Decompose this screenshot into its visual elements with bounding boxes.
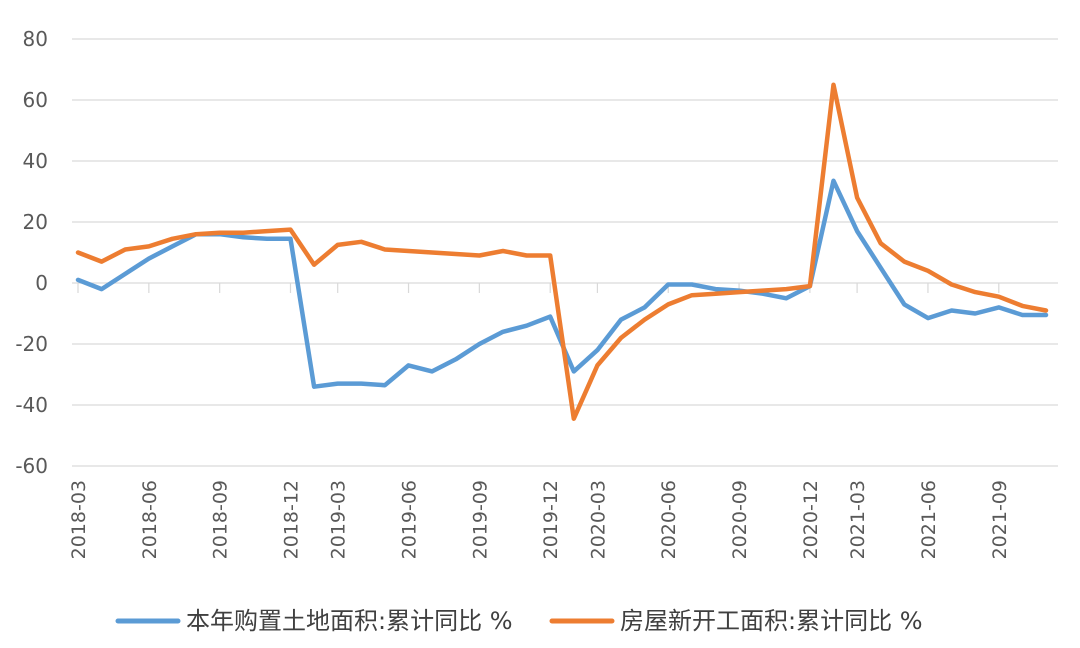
y-axis-ticks: 80 60 40 20 0 -20 -40 -60 <box>15 27 48 478</box>
y-tick-label: 60 <box>23 88 48 112</box>
x-tick-label: 2019-03 <box>328 480 350 559</box>
y-tick-label: 80 <box>23 27 48 51</box>
series-line-1 <box>75 82 1049 421</box>
series-line-0 <box>75 178 1049 389</box>
x-tick-label: 2021-06 <box>918 480 940 559</box>
legend-label-housing-starts: 房屋新开工面积:累计同比 % <box>620 607 923 635</box>
y-tick-label: 40 <box>23 149 48 173</box>
x-tick-label: 2020-12 <box>800 480 822 559</box>
x-tick-label: 2019-06 <box>399 480 421 559</box>
gridlines <box>72 38 1058 467</box>
series-lines <box>75 82 1049 421</box>
x-tick-label: 2018-03 <box>68 480 90 559</box>
x-tick-label: 2021-03 <box>847 480 869 559</box>
y-tick-label: -20 <box>15 332 48 356</box>
legend-label-land: 本年购置土地面积:累计同比 % <box>186 607 513 635</box>
x-axis-ticks: 2018-03 2018-06 2018-09 2018-12 2019-03 2019-… <box>68 480 1011 559</box>
y-tick-label: 0 <box>35 271 48 295</box>
x-tick-label: 2020-03 <box>587 480 609 559</box>
x-tick-label: 2018-12 <box>280 480 302 559</box>
x-tick-label: 2018-09 <box>210 480 232 559</box>
x-tick-label: 2021-09 <box>989 480 1011 559</box>
y-tick-label: -40 <box>15 393 48 417</box>
x-tick-label: 2020-09 <box>729 480 751 559</box>
x-tick-label: 2018-06 <box>139 480 161 559</box>
legend: 本年购置土地面积:累计同比 % 房屋新开工面积:累计同比 % <box>115 607 923 635</box>
x-tick-label: 2019-12 <box>540 480 562 559</box>
y-tick-label: -60 <box>15 454 48 478</box>
x-tick-label: 2019-09 <box>469 480 491 559</box>
y-tick-label: 20 <box>23 210 48 234</box>
x-tick-label: 2020-06 <box>658 480 680 559</box>
